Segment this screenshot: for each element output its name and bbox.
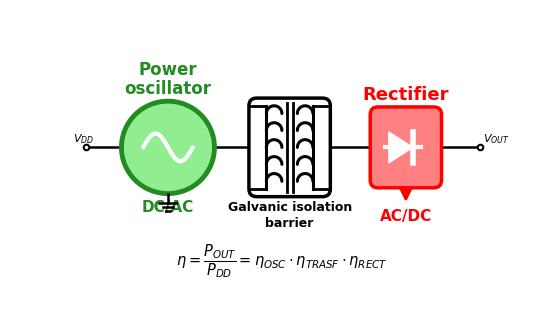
- Text: $V_{DD}$: $V_{DD}$: [73, 132, 95, 146]
- Text: Power
oscillator: Power oscillator: [124, 61, 211, 98]
- Text: Rectifier: Rectifier: [362, 86, 449, 104]
- FancyBboxPatch shape: [249, 98, 331, 197]
- Circle shape: [122, 101, 214, 194]
- Polygon shape: [389, 132, 413, 163]
- Text: Galvanic isolation
barrier: Galvanic isolation barrier: [228, 201, 352, 230]
- Text: AC/DC: AC/DC: [379, 209, 432, 224]
- FancyBboxPatch shape: [370, 107, 442, 188]
- Text: DC/AC: DC/AC: [142, 200, 194, 215]
- Text: $V_{OUT}$: $V_{OUT}$: [482, 132, 509, 146]
- Text: $\eta = \dfrac{P_{OUT}}{P_{DD}} = \eta_{OSC} \cdot \eta_{TRASF} \cdot \eta_{RECT: $\eta = \dfrac{P_{OUT}}{P_{DD}} = \eta_{…: [176, 242, 388, 280]
